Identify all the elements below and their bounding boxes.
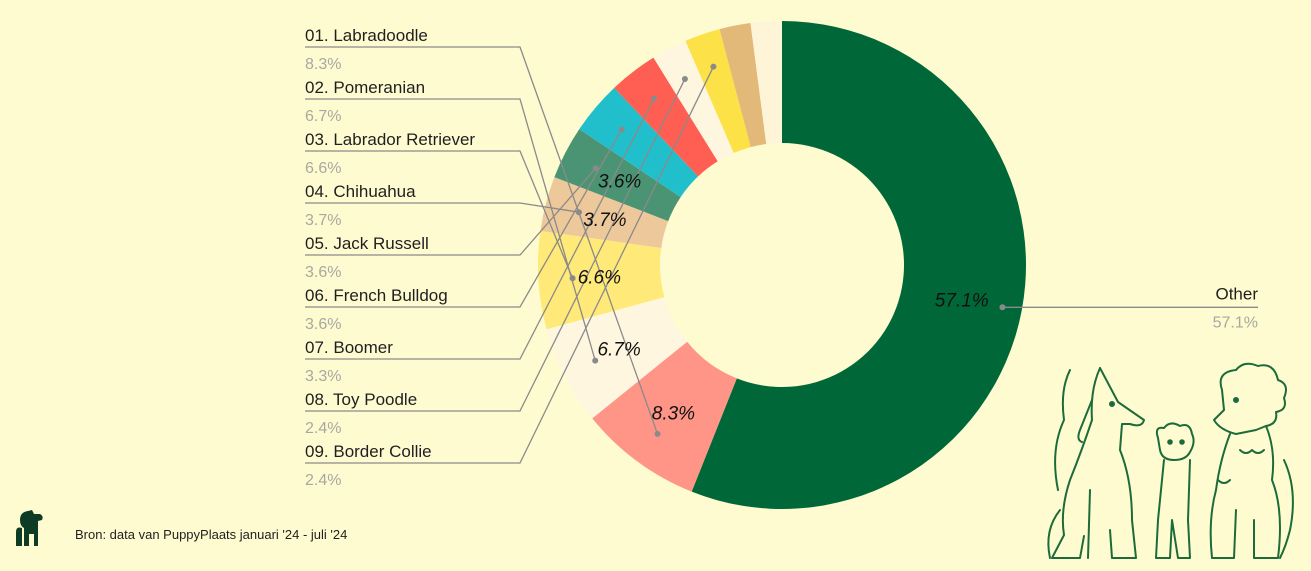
leader-lines [305, 46, 1258, 464]
dogs-illustration [1040, 360, 1305, 570]
leader-dot-5 [592, 165, 599, 172]
category-label-7: 07. Boomer [305, 338, 393, 357]
category-value-1: 8.3% [305, 56, 341, 73]
leader-line-5 [305, 167, 597, 256]
slices [537, 21, 1027, 509]
leader-dot-2 [592, 357, 599, 364]
leader-line-3 [305, 150, 574, 279]
labels: 57.1% 8.3% 6.7% 6.6% 3.7% 3.6% Other 57.1% 01. L… [305, 26, 1258, 489]
slice-11 [750, 21, 782, 145]
slice-9 [685, 29, 751, 153]
leader-dot-8 [681, 75, 688, 82]
category-value-2: 6.7% [305, 108, 341, 125]
dog-logo-icon [14, 508, 50, 553]
source-note: Bron: data van PuppyPlaats januari '24 -… [75, 527, 348, 542]
leader-dot-3 [569, 275, 576, 282]
slice-value-label-3: 6.6% [578, 268, 621, 289]
slice-0 [691, 21, 1027, 509]
leader-dot-9 [710, 63, 717, 70]
category-label-9: 09. Border Collie [305, 442, 432, 461]
leader-dot-7 [650, 95, 657, 102]
slice-value-label-0: 57.1% [935, 290, 989, 311]
category-value-4: 3.7% [305, 212, 341, 229]
leader-line-8 [305, 78, 686, 412]
category-value-9: 2.4% [305, 472, 341, 489]
slice-2 [546, 297, 688, 419]
leader-line-1 [305, 46, 659, 435]
category-label-1: 01. Labradoodle [305, 26, 428, 45]
slice-value-label-4: 3.7% [583, 210, 626, 231]
category-label-8: 08. Toy Poodle [305, 390, 417, 409]
category-value-3: 6.6% [305, 160, 341, 177]
category-value-7: 3.3% [305, 368, 341, 385]
slice-8 [653, 40, 734, 162]
category-value-6: 3.6% [305, 316, 341, 333]
leader-line-4 [305, 202, 580, 213]
slice-1 [592, 341, 737, 492]
category-value-0: 57.1% [1213, 314, 1258, 331]
category-label-4: 04. Chihuahua [305, 182, 416, 201]
category-label-2: 02. Pomeranian [305, 78, 425, 97]
leader-line-7 [305, 98, 655, 360]
slice-value-label-2: 6.7% [597, 339, 640, 360]
slice-10 [719, 23, 767, 148]
slice-3 [537, 230, 665, 330]
slice-value-label-5: 3.6% [598, 172, 641, 193]
leader-dot-4 [575, 209, 582, 216]
category-label-0: Other [1215, 284, 1258, 303]
category-label-3: 03. Labrador Retriever [305, 130, 475, 149]
leader-line-6 [305, 129, 623, 308]
category-value-8: 2.4% [305, 420, 341, 437]
slice-6 [579, 87, 699, 198]
leader-dot-1 [654, 430, 661, 437]
leader-dot-6 [618, 126, 625, 133]
leader-dot-0 [999, 304, 1006, 311]
category-label-6: 06. French Bulldog [305, 286, 448, 305]
category-label-5: 05. Jack Russell [305, 234, 429, 253]
leader-line-9 [305, 66, 714, 464]
category-value-5: 3.6% [305, 264, 341, 281]
slice-value-label-1: 8.3% [652, 403, 695, 424]
